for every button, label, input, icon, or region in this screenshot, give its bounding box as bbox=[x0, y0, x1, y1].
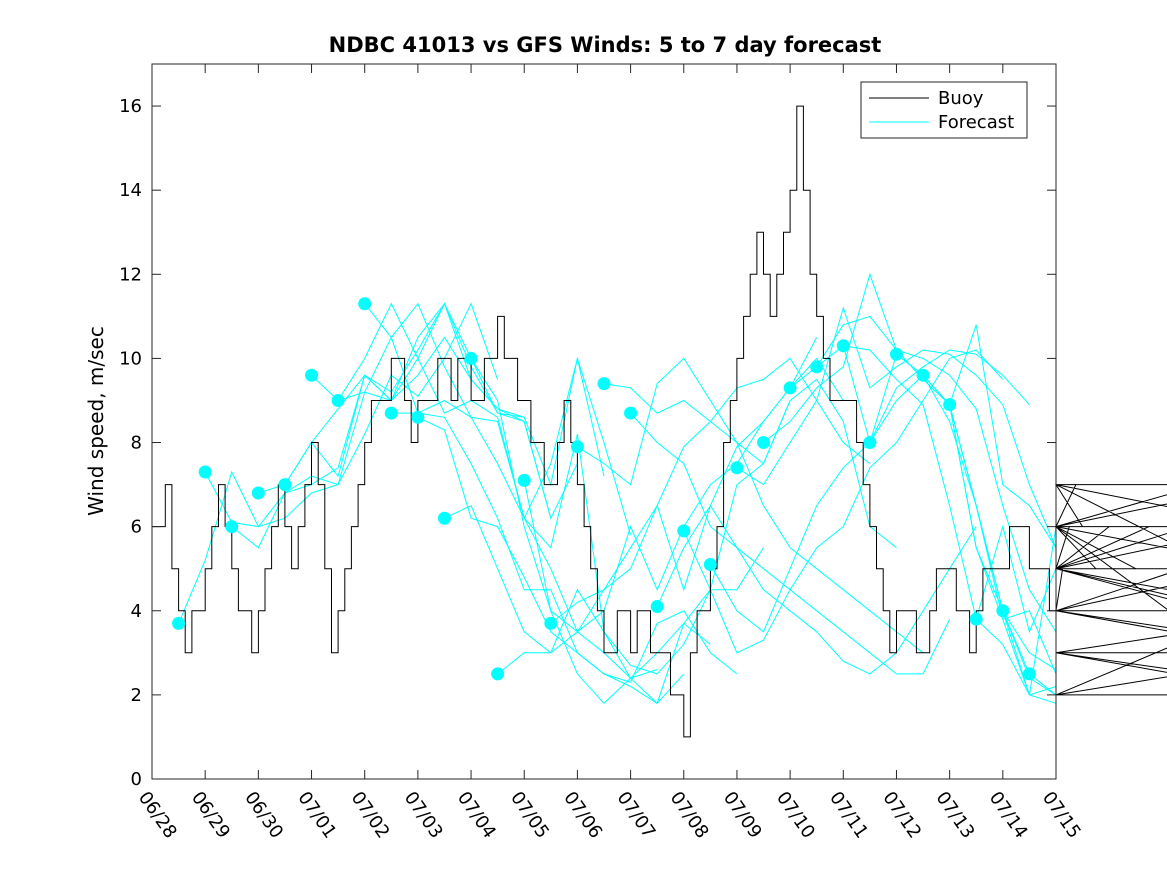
forecast-marker bbox=[411, 410, 425, 424]
forecast-series-line bbox=[683, 349, 1004, 654]
y-tick-label: 6 bbox=[131, 517, 142, 538]
forecast-marker bbox=[570, 440, 584, 454]
forecast-series-line bbox=[763, 272, 1057, 633]
forecast-series-line bbox=[816, 345, 1057, 696]
legend-forecast-label: Forecast bbox=[938, 112, 1014, 133]
forecast-marker bbox=[437, 511, 451, 525]
y-tick-label: 0 bbox=[131, 769, 142, 790]
forecast-marker bbox=[757, 436, 771, 450]
legend-buoy-label: Buoy bbox=[938, 88, 984, 109]
forecast-series-line bbox=[949, 324, 1057, 548]
plot-area bbox=[152, 105, 1167, 738]
forecast-marker bbox=[863, 436, 877, 450]
y-axis-label: Wind speed, m/sec bbox=[84, 326, 108, 516]
buoy-series-line bbox=[152, 105, 1167, 738]
forecast-marker bbox=[358, 297, 372, 311]
forecast-marker bbox=[996, 604, 1010, 618]
y-tick-label: 4 bbox=[131, 601, 142, 622]
forecast-marker bbox=[544, 616, 558, 630]
forecast-marker bbox=[943, 398, 957, 412]
forecast-marker bbox=[730, 461, 744, 475]
legend-box bbox=[860, 81, 1028, 139]
forecast-series-line bbox=[417, 416, 738, 683]
y-tick-label: 14 bbox=[119, 180, 142, 201]
forecast-marker bbox=[836, 339, 850, 353]
forecast-series-line bbox=[603, 383, 924, 654]
forecast-marker bbox=[305, 368, 319, 382]
forecast-marker bbox=[251, 486, 265, 500]
y-tick-label: 10 bbox=[119, 348, 142, 369]
y-tick-label: 8 bbox=[131, 433, 142, 454]
forecast-marker bbox=[597, 377, 611, 391]
legend: Buoy Forecast bbox=[860, 81, 1028, 139]
y-tick-label: 2 bbox=[131, 685, 142, 706]
forecast-markers bbox=[172, 297, 1036, 681]
forecast-marker bbox=[624, 406, 638, 420]
forecast-marker bbox=[517, 473, 531, 487]
y-tick-label: 16 bbox=[119, 96, 142, 117]
forecast-marker bbox=[677, 524, 691, 538]
forecast-marker bbox=[225, 520, 239, 534]
forecast-marker bbox=[198, 465, 212, 479]
forecast-marker bbox=[889, 347, 903, 361]
forecast-marker bbox=[650, 600, 664, 614]
forecast-marker bbox=[491, 667, 505, 681]
forecast-marker bbox=[783, 381, 797, 395]
axes-box bbox=[151, 63, 1057, 780]
buoy-line-group bbox=[152, 105, 1167, 738]
y-tick-label: 12 bbox=[119, 264, 142, 285]
forecast-marker bbox=[384, 406, 398, 420]
forecast-marker bbox=[172, 616, 186, 630]
forecast-series-line bbox=[391, 412, 711, 705]
forecast-series-line bbox=[975, 524, 1057, 634]
forecast-marker bbox=[810, 360, 824, 374]
forecast-marker bbox=[969, 612, 983, 626]
y-axis: 0 2 4 6 8 10 12 14 16 bbox=[119, 96, 1056, 790]
chart-title: NDBC 41013 vs GFS Winds: 5 to 7 day fore… bbox=[329, 33, 882, 57]
forecast-marker bbox=[1022, 667, 1036, 681]
forecast-marker bbox=[703, 558, 717, 571]
forecast-marker bbox=[916, 368, 930, 382]
forecast-series-line bbox=[736, 306, 1057, 548]
forecast-marker bbox=[331, 393, 345, 407]
forecast-series-line bbox=[656, 504, 977, 675]
forecast-series-line bbox=[1002, 526, 1057, 696]
forecast-series-line bbox=[470, 358, 791, 705]
forecast-marker bbox=[464, 351, 478, 365]
forecast-series-line bbox=[869, 374, 1057, 696]
forecast-marker bbox=[278, 478, 292, 492]
